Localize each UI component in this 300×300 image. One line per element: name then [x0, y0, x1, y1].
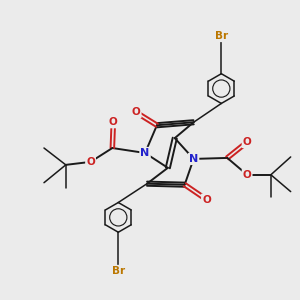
Text: O: O: [243, 170, 251, 180]
Text: N: N: [189, 154, 198, 164]
Text: O: O: [243, 137, 251, 147]
Text: Br: Br: [215, 31, 228, 41]
Text: O: O: [202, 194, 211, 205]
Text: Br: Br: [112, 266, 125, 276]
Text: O: O: [109, 117, 118, 127]
Text: O: O: [132, 107, 140, 117]
Text: N: N: [140, 148, 150, 158]
Text: O: O: [86, 157, 95, 167]
